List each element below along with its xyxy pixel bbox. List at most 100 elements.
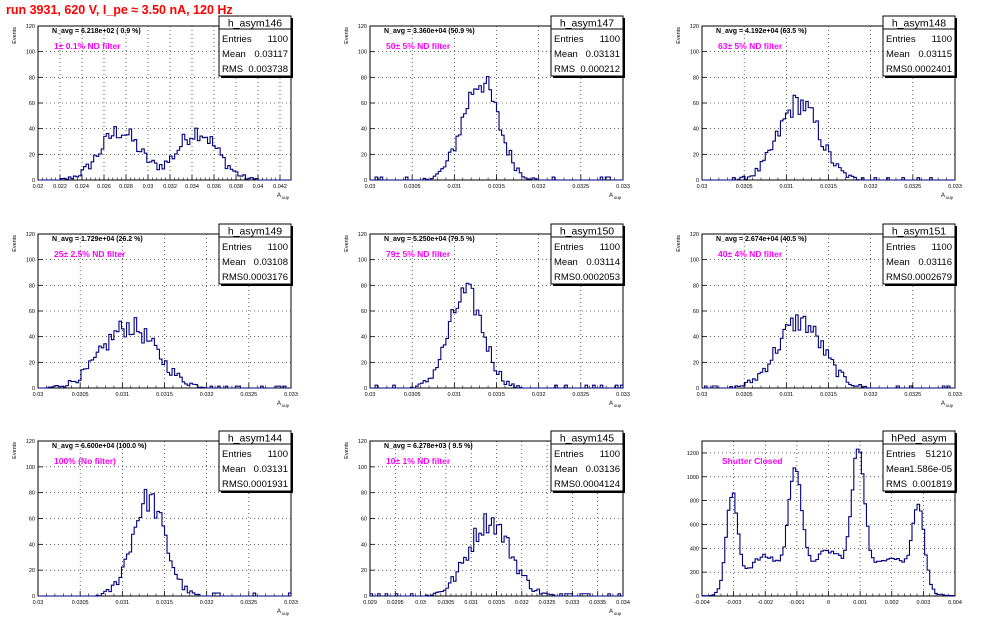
stats-key-entries: Entries [222, 449, 252, 460]
stats-key-rms: RMS [222, 64, 243, 75]
panel-h_asym148: 0.03 0.0305 0.031 0.0315 0.032 0.0325 0.033 0 20… [676, 15, 962, 200]
x-tick-label: 0.031 [779, 392, 793, 398]
y-tick-label: 120 [26, 439, 35, 445]
histogram-name: h_asym144 [228, 433, 282, 445]
x-tick-label: 0.0315 [820, 184, 837, 190]
y-tick-label: 60 [693, 309, 699, 315]
x-tick-label: 0.03 [697, 184, 708, 190]
y-tick-label: 20 [693, 152, 699, 158]
stats-shadow [623, 226, 625, 286]
x-tick-label: -0.001 [789, 600, 805, 606]
x-tick-label: 0.0325 [240, 600, 257, 606]
panel-hPed_asym: -0.004 -0.003 -0.002 -0.001 0 0.001 0.002 0.003… [687, 430, 962, 606]
stats-shadow [291, 18, 293, 78]
x-tick-label: 0.032 [864, 392, 878, 398]
x-axis-title: A [277, 401, 281, 407]
filter-label: 40± 4% ND filter [718, 249, 783, 259]
y-axis-title: Events [344, 235, 350, 252]
stats-shadow [221, 284, 293, 286]
y-tick-label: 80 [361, 491, 367, 497]
x-tick-label: 0.042 [273, 184, 287, 190]
x-tick-label: 0.022 [53, 184, 67, 190]
stats-box [882, 15, 956, 77]
stats-value-entries: 1100 [268, 449, 288, 460]
stats-value-rms: 0.0004124 [575, 479, 620, 490]
y-tick-label: 1000 [687, 475, 699, 481]
stats-value-entries: 1100 [600, 242, 620, 253]
x-tick-label: 0.032 [532, 392, 546, 398]
stats-value-mean: 0.03116 [918, 257, 952, 268]
stats-shadow [885, 76, 957, 78]
y-tick-label: 80 [361, 283, 367, 289]
x-axis-title: A [609, 193, 613, 199]
x-tick-label: 0.026 [97, 184, 111, 190]
y-tick-label: 0 [696, 178, 699, 184]
x-tick-label: 0.0305 [404, 392, 421, 398]
y-axis-title: Events [676, 235, 682, 252]
stats-shadow [955, 18, 957, 78]
x-tick-label: 0.0305 [404, 184, 421, 190]
x-tick-label: 0.032 [864, 184, 878, 190]
x-tick-label: 0.0325 [539, 600, 556, 606]
y-tick-label: 100 [26, 258, 35, 264]
y-tick-label: 120 [26, 232, 35, 238]
y-tick-label: 100 [690, 258, 699, 264]
stats-key-entries: Entries [554, 449, 584, 460]
y-tick-label: 0 [32, 386, 35, 392]
x-tick-label: -0.002 [757, 600, 773, 606]
filter-label: 1± 0.1% ND filter [54, 41, 121, 51]
x-tick-label: 0.0305 [736, 392, 753, 398]
x-axis-subscript: uup [282, 195, 290, 200]
histogram-line [702, 94, 955, 181]
x-axis-title: A [277, 609, 281, 615]
y-tick-label: 0 [696, 386, 699, 392]
stats-key-entries: Entries [222, 34, 252, 45]
stats-key-entries: Entries [886, 34, 916, 45]
x-tick-label: 0.0305 [72, 392, 89, 398]
panel-h_asym150: 0.03 0.0305 0.031 0.0315 0.032 0.0325 0.033 0 20… [344, 223, 630, 408]
y-tick-label: 60 [361, 517, 367, 523]
navg-label: N_avg = 6.278e+03 ( 9.5 %) [384, 443, 473, 450]
stats-shadow [291, 433, 293, 493]
y-tick-label: 60 [29, 309, 35, 315]
x-tick-label: 0.033 [948, 392, 962, 398]
stats-key-mean: Mean [222, 49, 246, 60]
x-axis-title: A [609, 401, 613, 407]
y-tick-label: 100 [358, 50, 367, 56]
y-tick-label: 20 [29, 152, 35, 158]
panel-h_asym145: 0.029 0.0295 0.03 0.0305 0.031 0.0315 0.032 0.0… [344, 430, 630, 616]
x-axis-title: A [941, 193, 945, 199]
stats-key-mean: Mean [886, 464, 910, 475]
y-tick-label: 600 [690, 522, 699, 528]
x-tick-label: 0.03 [697, 392, 708, 398]
x-tick-label: 0.0295 [387, 600, 404, 606]
stats-value-rms: 0.0002401 [907, 64, 952, 75]
x-tick-label: 0.033 [566, 600, 580, 606]
x-tick-label: 0.03 [143, 184, 154, 190]
stats-key-rms: RMS [554, 64, 575, 75]
navg-label: N_avg = 6.600e+04 (100.0 %) [52, 443, 147, 450]
panel-h_asym149: 0.03 0.0305 0.031 0.0315 0.032 0.0325 0.033 0 20… [12, 223, 298, 408]
stats-key-entries: Entries [554, 242, 584, 253]
y-axis-title: Events [12, 27, 18, 44]
stats-value-entries: 1100 [268, 242, 288, 253]
y-tick-label: 40 [361, 335, 367, 341]
y-tick-label: 60 [693, 101, 699, 107]
stats-key-mean: Mean [554, 257, 578, 268]
stats-value-mean: 0.03114 [586, 257, 620, 268]
stats-shadow [553, 284, 625, 286]
y-tick-label: 80 [29, 283, 35, 289]
stats-key-rms: RMS [222, 479, 243, 490]
x-tick-label: 0.032 [163, 184, 177, 190]
x-tick-label: 0.0325 [572, 392, 589, 398]
stats-shadow [885, 491, 957, 493]
histogram-name: h_asym151 [892, 226, 946, 238]
stats-box [882, 223, 956, 285]
x-tick-label: 0.02 [33, 184, 44, 190]
navg-label: N_avg = 2.674e+04 (40.5 %) [716, 236, 807, 243]
histogram-line [702, 314, 955, 389]
y-tick-label: 80 [361, 75, 367, 81]
stats-value-rms: 0.001819 [912, 479, 952, 490]
stats-key-entries: Entries [222, 242, 252, 253]
x-tick-label: -0.004 [694, 600, 710, 606]
